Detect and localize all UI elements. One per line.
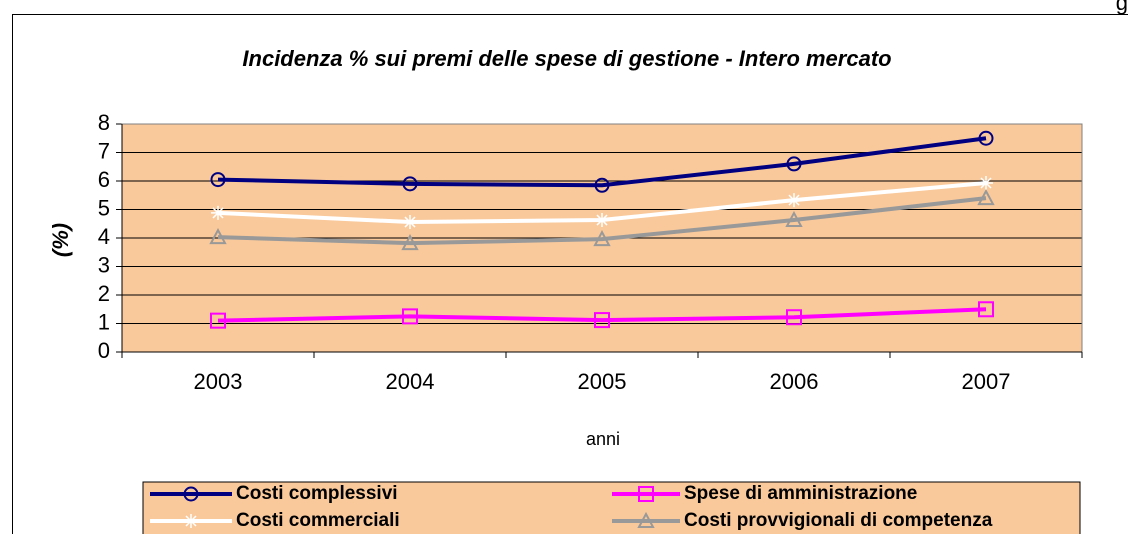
marker: [638, 486, 654, 502]
marker: [403, 215, 417, 230]
y-tick-label: 5: [98, 195, 110, 220]
marker: [786, 309, 802, 326]
marker: [211, 205, 225, 220]
marker: [595, 213, 609, 228]
y-tick-label: 7: [98, 138, 110, 163]
y-tick-label: 4: [98, 224, 110, 249]
marker: [210, 172, 226, 188]
y-tick-label: 8: [98, 110, 110, 135]
marker: [978, 130, 994, 146]
y-tick-label: 3: [98, 252, 110, 277]
marker: [786, 156, 802, 172]
legend-label: Spese di amministrazione: [684, 483, 917, 504]
marker: [593, 230, 611, 247]
marker: [785, 210, 803, 228]
marker: [594, 312, 610, 329]
y-tick-label: 2: [98, 281, 110, 306]
x-tick-label: 2006: [770, 369, 819, 394]
marker: [978, 301, 994, 318]
marker: [979, 175, 993, 190]
marker: [787, 193, 801, 208]
marker: [977, 188, 995, 206]
legend-box: [142, 481, 1081, 534]
y-tick-label: 0: [98, 338, 110, 363]
marker: [594, 177, 610, 193]
marker: [637, 511, 655, 528]
x-tick-label: 2007: [962, 369, 1011, 394]
marker: [210, 312, 226, 329]
corner-text: g: [1116, 0, 1128, 15]
y-axis-label: (%): [48, 223, 73, 257]
chart-title: Incidenza % sui premi delle spese di ges…: [242, 46, 891, 71]
series-line: [217, 196, 987, 246]
marker: [402, 308, 418, 325]
x-tick-label: 2003: [194, 369, 243, 394]
legend-label: Costi complessivi: [236, 483, 398, 504]
marker: [184, 514, 198, 528]
x-axis-label: anni: [586, 429, 620, 449]
marker: [183, 486, 199, 502]
chart-frame: [12, 14, 1128, 534]
marker: [209, 228, 227, 245]
series-line: [217, 136, 987, 188]
legend-label: Costi commerciali: [236, 510, 400, 531]
y-tick-label: 6: [98, 167, 110, 192]
x-tick-label: 2005: [578, 369, 627, 394]
marker: [401, 234, 419, 251]
legend-label: Costi provvigionali di competenza: [684, 510, 993, 531]
series-line: [217, 307, 987, 323]
marker: [402, 176, 418, 192]
y-tick-label: 1: [98, 309, 110, 334]
x-tick-label: 2004: [386, 369, 435, 394]
